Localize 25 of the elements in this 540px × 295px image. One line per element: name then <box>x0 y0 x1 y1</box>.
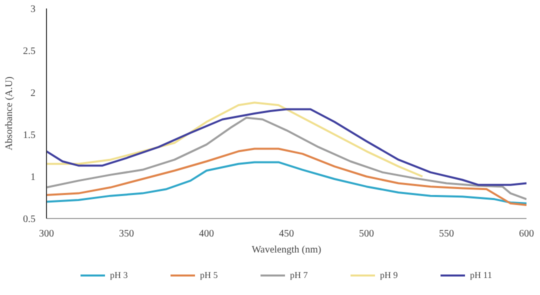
x-tick-label: 450 <box>279 228 294 240</box>
legend-label: pH 11 <box>470 270 492 280</box>
legend-label: pH 5 <box>200 270 219 280</box>
y-tick-label: 3 <box>30 4 36 15</box>
x-tick-label: 300 <box>39 228 54 240</box>
x-tick-label: 550 <box>439 228 454 240</box>
x-axis-title: Wavelength (nm) <box>252 244 322 256</box>
legend-label: pH 7 <box>290 270 309 280</box>
legend-label: pH 3 <box>110 270 129 280</box>
x-tick-label: 500 <box>359 228 374 240</box>
x-tick-label: 400 <box>199 228 214 240</box>
y-tick-label: 2 <box>30 88 36 99</box>
line-series <box>46 148 526 206</box>
y-tick-label: 1 <box>30 172 36 183</box>
y-tick-label: 0.5 <box>23 214 36 225</box>
line-series <box>46 161 526 204</box>
legend-label: pH 9 <box>380 270 399 280</box>
line-series <box>46 102 424 178</box>
x-tick-label: 600 <box>519 228 534 240</box>
y-tick-label: 2.5 <box>23 46 36 57</box>
y-tick-label: 1.5 <box>23 130 36 141</box>
y-axis-title: Absorbance (A.U) <box>4 76 15 150</box>
x-tick-label: 350 <box>119 228 134 240</box>
line-series <box>46 116 526 200</box>
line-series <box>46 108 526 186</box>
